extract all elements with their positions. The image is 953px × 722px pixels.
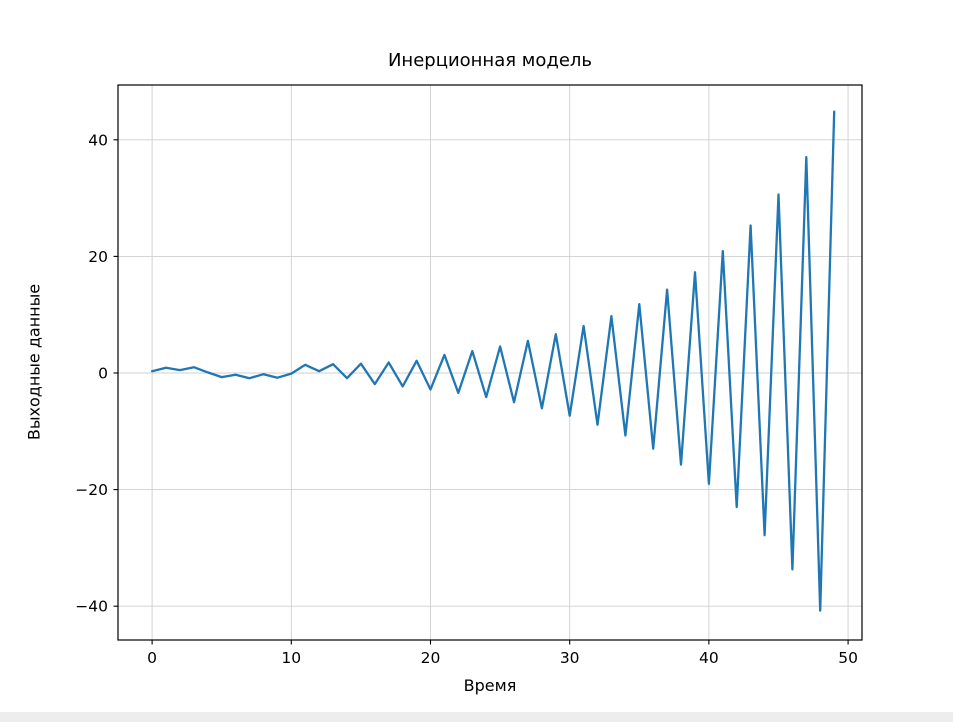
series-line	[150, 110, 836, 612]
y-tick-label: 40	[88, 131, 108, 149]
y-tick-label: 0	[98, 364, 108, 382]
y-tick-label: 20	[88, 248, 108, 266]
chart-title: Инерционная модель	[387, 50, 593, 71]
x-tick-label: 30	[560, 649, 580, 667]
x-tick-label: 20	[421, 649, 441, 667]
x-tick-label: 0	[147, 649, 157, 667]
x-tick-label: 10	[281, 649, 301, 667]
x-tick-label: 40	[699, 649, 719, 667]
y-tick-label: −40	[75, 598, 108, 616]
y-tick-label: −20	[75, 481, 108, 499]
x-axis-label: Время	[463, 676, 517, 695]
x-tick-label: 50	[838, 649, 858, 667]
axes-frame	[117, 84, 863, 641]
window-edge-strip	[0, 712, 953, 722]
y-axis-label: Выходные данные	[24, 283, 44, 441]
